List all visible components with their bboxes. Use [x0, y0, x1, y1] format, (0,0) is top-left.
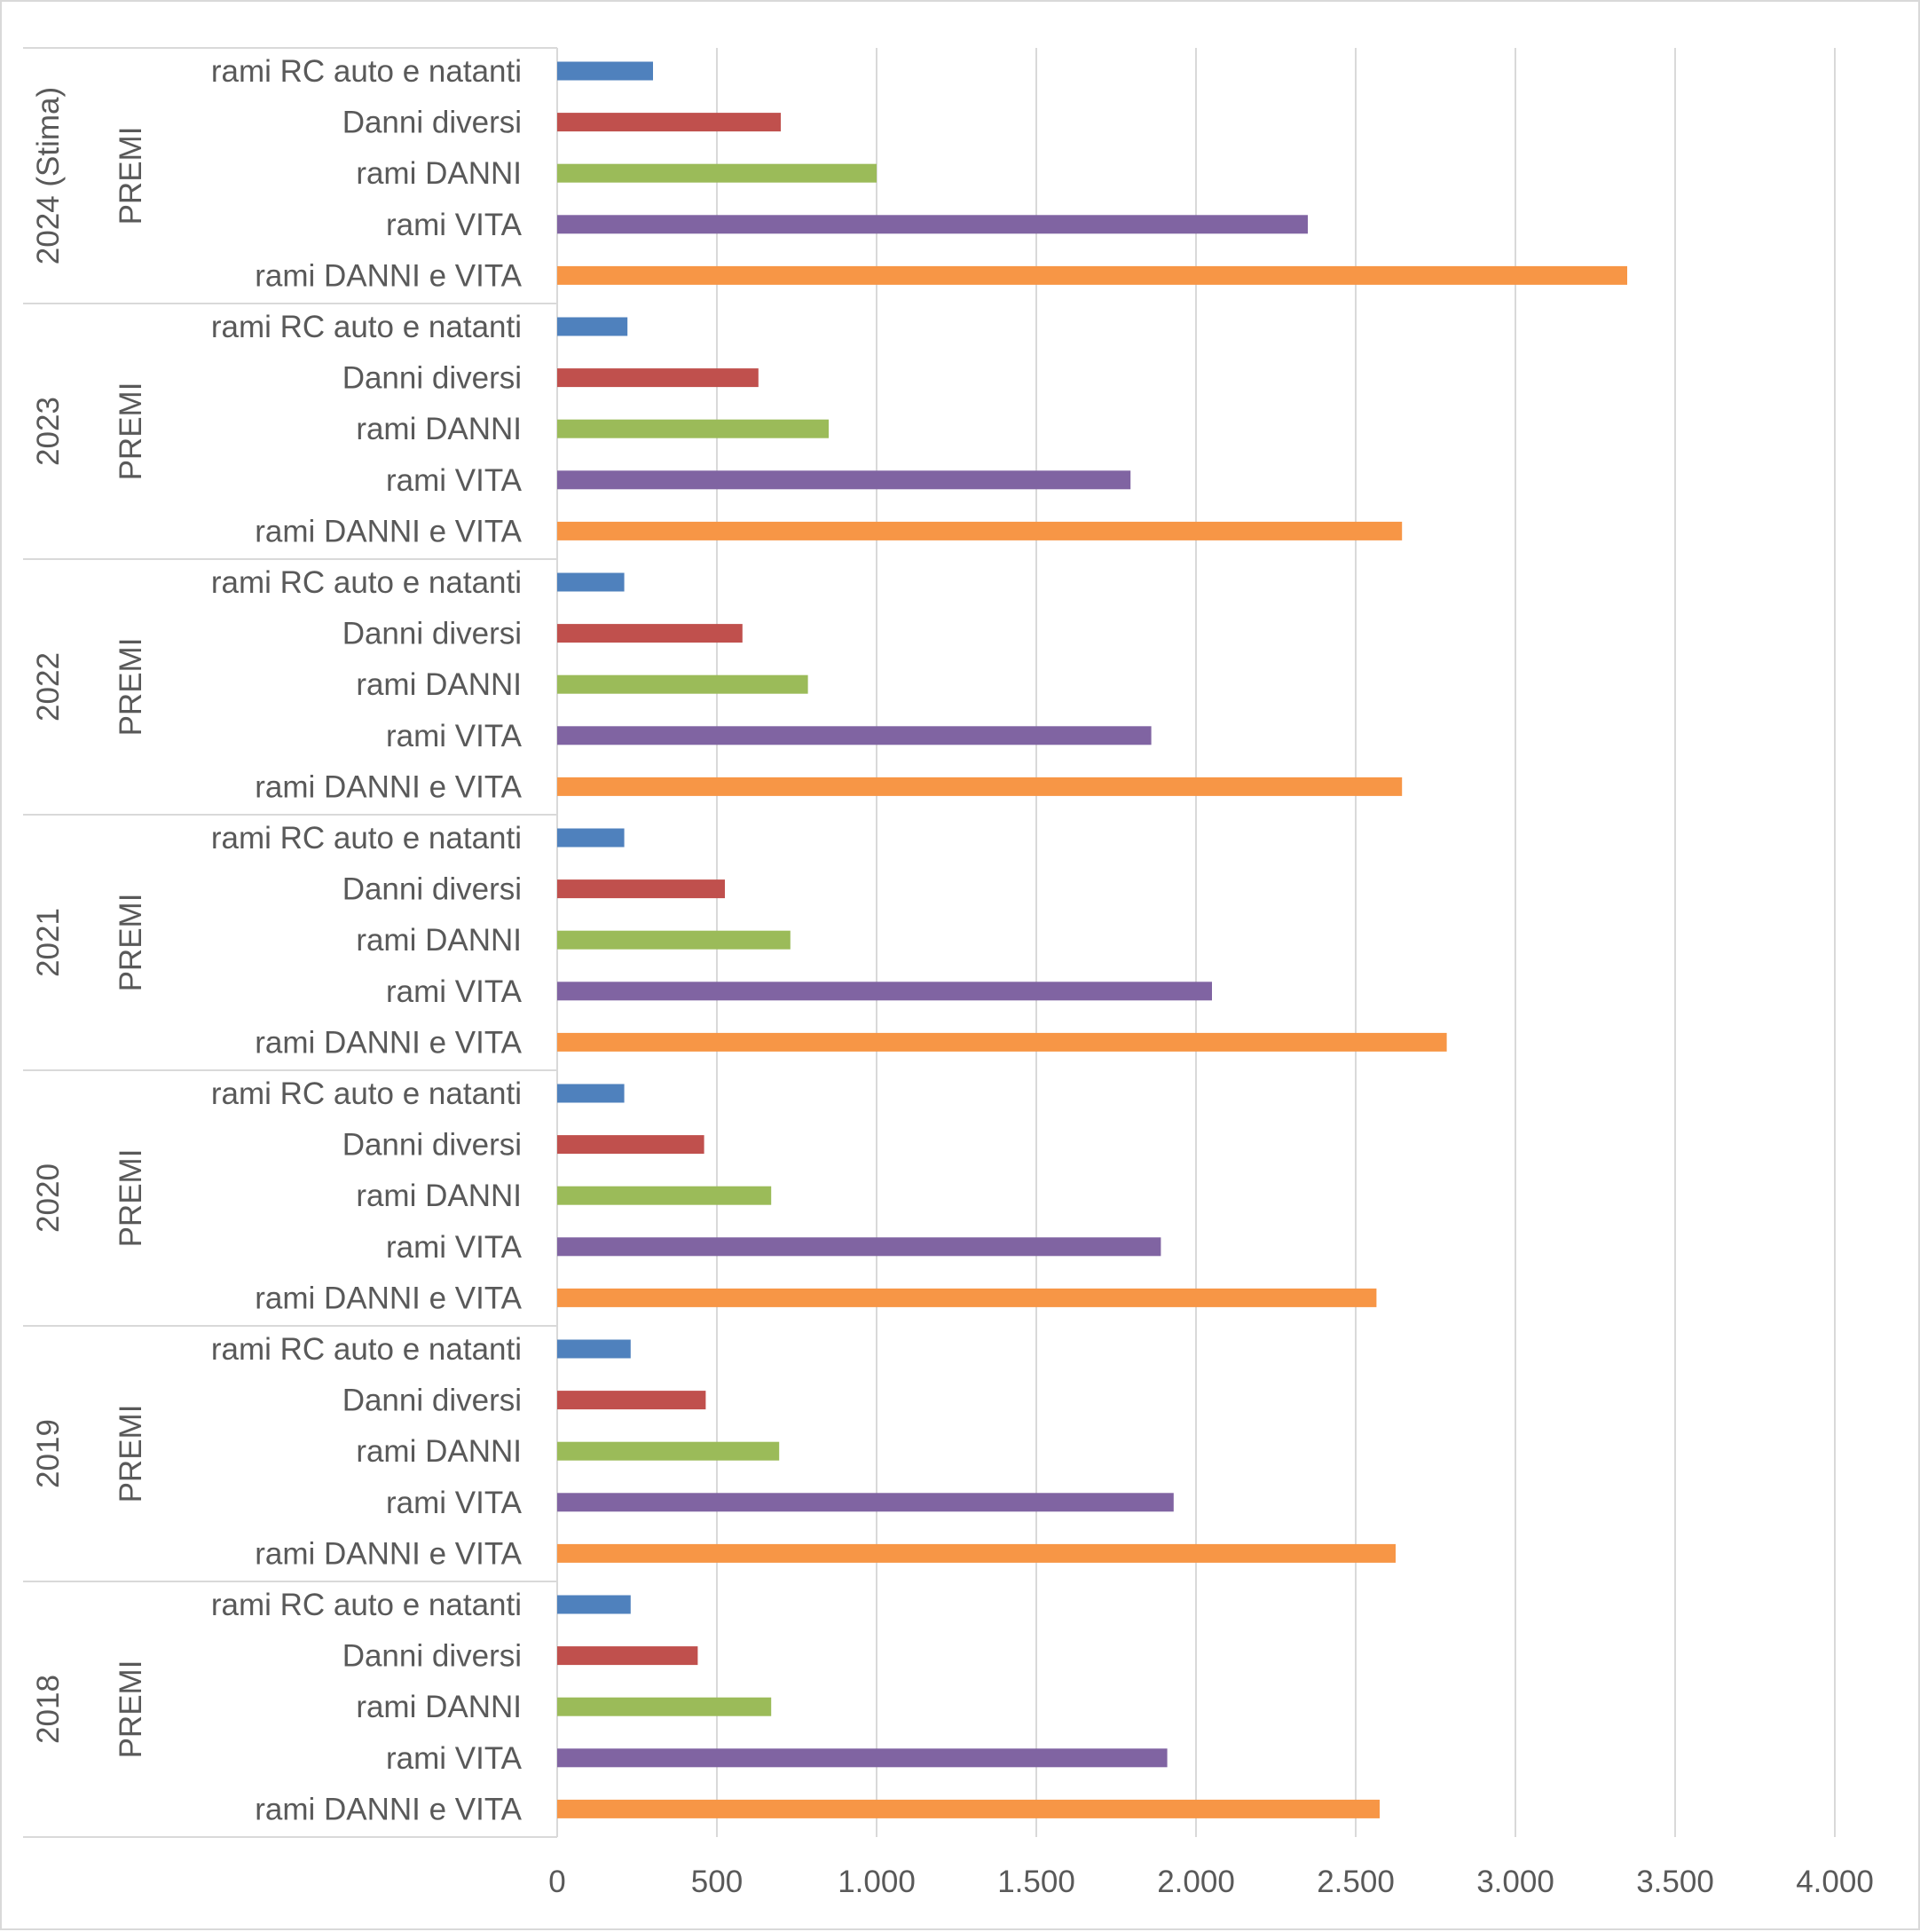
category-label: rami RC auto e natanti: [211, 1588, 522, 1622]
bar: [557, 61, 653, 81]
measure-label: PREMI: [114, 638, 148, 737]
bar: [557, 1032, 1447, 1052]
year-label: 2021: [31, 908, 66, 977]
category-label: rami DANNI e VITA: [255, 769, 522, 804]
bar: [557, 215, 1308, 234]
x-tick-label: 500: [691, 1865, 743, 1899]
category-label: Danni diversi: [342, 617, 522, 651]
bar: [557, 828, 625, 848]
gridlines: [716, 48, 1836, 1837]
bar: [557, 1646, 698, 1666]
category-label: rami VITA: [386, 208, 523, 242]
category-label: Danni diversi: [342, 1639, 522, 1674]
category-label: rami DANNI e VITA: [255, 1281, 522, 1315]
category-label: Danni diversi: [342, 361, 522, 396]
x-tick-label: 1.500: [997, 1865, 1075, 1899]
category-label: rami VITA: [386, 1230, 523, 1265]
category-label: Danni diversi: [342, 1128, 522, 1163]
bar: [557, 368, 759, 388]
bar: [557, 1288, 1377, 1307]
bar: [557, 163, 877, 183]
year-label: 2023: [31, 397, 66, 466]
x-tick-label: 2.000: [1157, 1865, 1235, 1899]
category-label: rami DANNI e VITA: [255, 1536, 522, 1571]
bar: [557, 419, 829, 438]
category-label: rami DANNI e VITA: [255, 258, 522, 293]
year-label: 2024 (Stima): [31, 87, 66, 264]
bar: [557, 1543, 1396, 1563]
category-label: rami VITA: [386, 463, 523, 498]
category-labels: 2024 (Stima) PREMI rami RC auto e natanti D…: [31, 54, 523, 1826]
bar: [557, 317, 628, 336]
year-label: 2022: [31, 652, 66, 722]
bar: [557, 674, 808, 694]
bar: [557, 930, 791, 950]
category-label: rami RC auto e natanti: [211, 1332, 522, 1367]
bar: [557, 1339, 631, 1359]
bar: [557, 879, 725, 899]
measure-label: PREMI: [114, 1660, 148, 1759]
category-label: rami DANNI e VITA: [255, 1792, 522, 1826]
x-tick-label: 0: [548, 1865, 565, 1899]
category-label: rami VITA: [386, 1486, 523, 1520]
category-label: rami RC auto e natanti: [211, 54, 522, 89]
category-label: rami DANNI: [356, 1690, 522, 1724]
category-label: Danni diversi: [342, 872, 522, 907]
bar: [557, 1493, 1174, 1512]
bar: [557, 1084, 625, 1103]
category-label: rami DANNI: [356, 1434, 522, 1469]
measure-label: PREMI: [114, 894, 148, 992]
category-label: rami DANNI: [356, 923, 522, 958]
bar: [557, 624, 743, 643]
category-label: rami RC auto e natanti: [211, 310, 522, 344]
year-label: 2020: [31, 1163, 66, 1233]
bars: [557, 61, 1627, 1818]
category-label: rami VITA: [386, 719, 523, 753]
category-label: rami DANNI e VITA: [255, 514, 522, 548]
bar: [557, 777, 1403, 796]
bar: [557, 113, 781, 132]
bar: [557, 265, 1627, 285]
bar: [557, 521, 1403, 540]
bar: [557, 982, 1212, 1001]
category-label: rami DANNI: [356, 1179, 522, 1213]
bar: [557, 1697, 772, 1716]
x-axis-ticks: 0 500 1.000 1.500 2.000 2.500 3.000 3.500 4.000: [548, 1865, 1874, 1899]
bar: [557, 1799, 1380, 1818]
category-label: rami DANNI e VITA: [255, 1025, 522, 1060]
bar: [557, 1391, 706, 1410]
measure-label: PREMI: [114, 127, 148, 225]
bar: [557, 1237, 1161, 1257]
bar: [557, 1441, 780, 1461]
measure-label: PREMI: [114, 382, 148, 481]
category-label: rami DANNI: [356, 412, 522, 446]
bar: [557, 1186, 772, 1205]
x-tick-label: 2.500: [1317, 1865, 1395, 1899]
x-tick-label: 1.000: [838, 1865, 916, 1899]
bar: [557, 726, 1152, 745]
year-label: 2018: [31, 1675, 66, 1744]
category-label: Danni diversi: [342, 106, 522, 140]
category-label: Danni diversi: [342, 1384, 522, 1418]
measure-label: PREMI: [114, 1149, 148, 1248]
measure-label: PREMI: [114, 1405, 148, 1503]
category-label: rami RC auto e natanti: [211, 565, 522, 600]
category-label: rami VITA: [386, 1741, 523, 1776]
category-label: rami RC auto e natanti: [211, 1076, 522, 1111]
category-label: rami DANNI: [356, 667, 522, 702]
year-label: 2019: [31, 1419, 66, 1488]
bar: [557, 470, 1131, 490]
x-tick-label: 3.000: [1476, 1865, 1554, 1899]
x-tick-label: 3.500: [1636, 1865, 1714, 1899]
category-label: rami DANNI: [356, 156, 522, 191]
category-label: rami RC auto e natanti: [211, 821, 522, 856]
category-label: rami VITA: [386, 974, 523, 1009]
bar: [557, 1595, 631, 1614]
bar: [557, 1748, 1168, 1768]
x-tick-label: 4.000: [1796, 1865, 1874, 1899]
bar: [557, 572, 625, 592]
bar: [557, 1135, 704, 1155]
